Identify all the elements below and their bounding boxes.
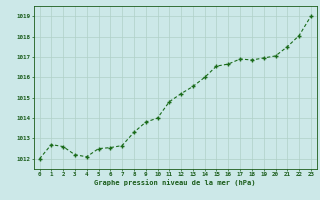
X-axis label: Graphe pression niveau de la mer (hPa): Graphe pression niveau de la mer (hPa) (94, 180, 256, 186)
